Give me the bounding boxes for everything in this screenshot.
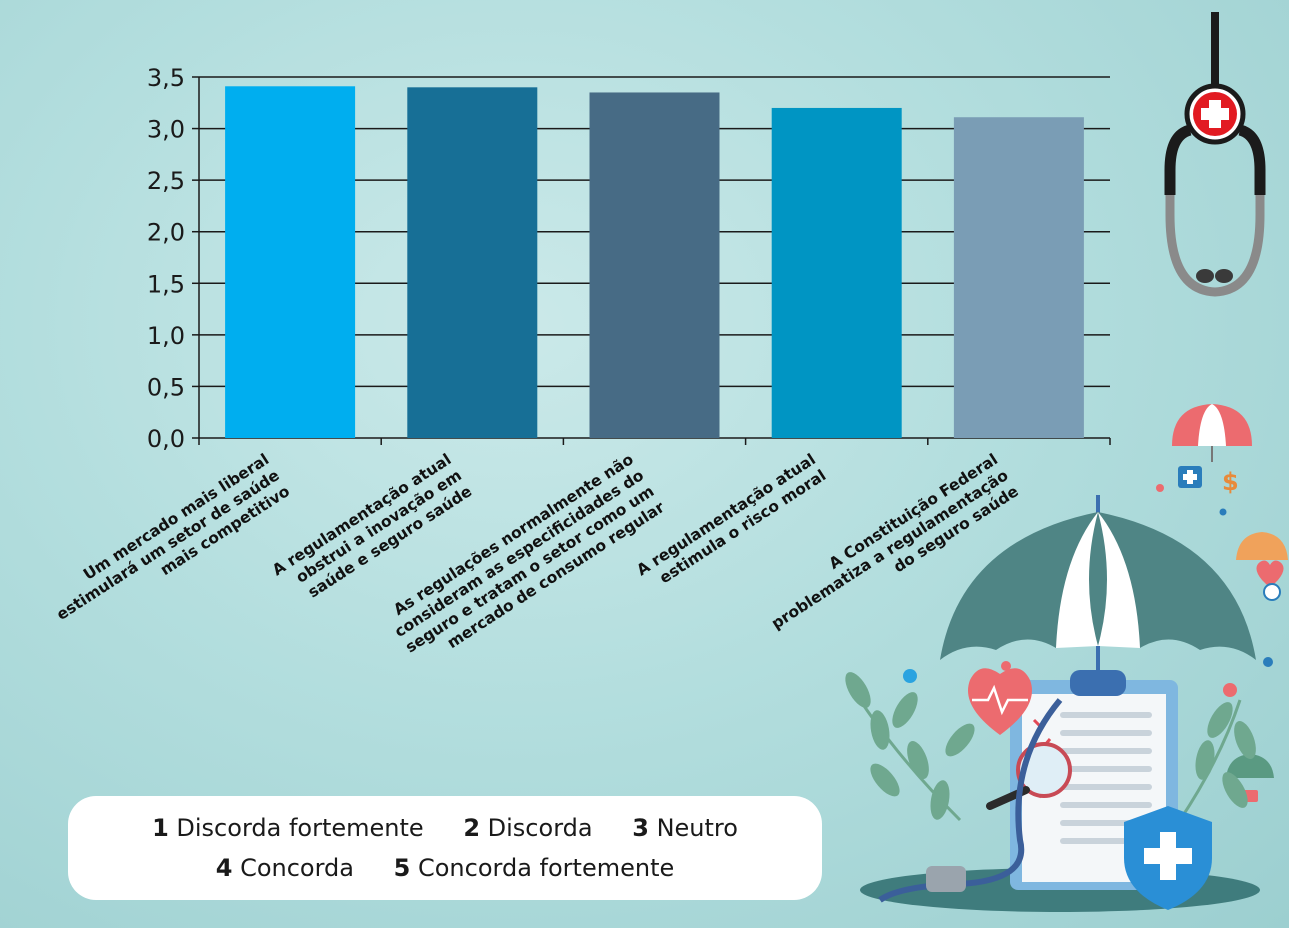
dot xyxy=(1156,484,1164,492)
x-category-line: estimulará um setor de saúde xyxy=(53,466,282,624)
umbrella-icon xyxy=(940,495,1256,700)
y-tick-label: 3,5 xyxy=(147,64,185,92)
y-tick-labels: 0,0 0,5 1,0 1,5 2,0 2,5 3,0 3,5 xyxy=(147,64,185,453)
dot xyxy=(1223,683,1237,697)
dot xyxy=(1263,657,1273,667)
dot xyxy=(1001,661,1011,671)
dot xyxy=(1219,508,1227,516)
x-category-text: Um mercado mais liberalestimulará um set… xyxy=(43,450,293,639)
scale-legend: 1 Discorda fortemente 2 Discorda 3 Neutr… xyxy=(68,796,822,900)
leaf-branch-icon xyxy=(1178,699,1242,821)
y-tick-label: 2,5 xyxy=(147,167,185,195)
y-tick-label: 1,0 xyxy=(147,322,185,350)
legend-item-1: 1 Discorda fortemente xyxy=(152,814,424,842)
stethoscope-icon xyxy=(878,698,1063,903)
umbrella-icon xyxy=(1172,404,1252,462)
dot xyxy=(903,669,917,683)
x-category-label: A regulamentação atualestimula o risco m… xyxy=(633,450,829,595)
shield-cross-icon xyxy=(1124,806,1212,910)
leaf-branch-icon xyxy=(858,699,962,822)
dollar-icon: $ xyxy=(1222,468,1239,496)
y-tick-label: 0,5 xyxy=(147,373,185,401)
bar xyxy=(225,86,356,438)
y-tick-label: 1,5 xyxy=(147,270,185,298)
bar xyxy=(953,117,1084,439)
y-tick-label: 0,0 xyxy=(147,425,185,453)
x-category-line: estimula o risco moral xyxy=(656,466,829,587)
y-tick-label: 3,0 xyxy=(147,116,185,144)
x-category-label: Um mercado mais liberalestimulará um set… xyxy=(43,450,293,639)
y-tick-label: 2,0 xyxy=(147,219,185,247)
clock-icon xyxy=(1263,583,1281,601)
legend-item-2: 2 Discorda xyxy=(463,814,593,842)
x-category-line: obstrui a inovação em xyxy=(293,466,465,587)
bar xyxy=(407,87,538,439)
axes xyxy=(192,76,1111,445)
legend-item-4: 4 Concorda xyxy=(215,854,354,882)
x-category-labels: Um mercado mais liberalestimulará um set… xyxy=(43,450,1021,656)
stethoscope-icon xyxy=(1164,12,1266,297)
bars xyxy=(225,86,1084,439)
x-category-text: A regulamentação atualestimula o risco m… xyxy=(633,450,829,595)
stethoscope-icon xyxy=(926,866,966,892)
heart-icon xyxy=(1256,560,1284,588)
legend-item-3: 3 Neutro xyxy=(632,814,738,842)
heart-icon xyxy=(968,668,1032,735)
legend-item-5: 5 Concorda fortemente xyxy=(393,854,675,882)
umbrella-icon xyxy=(1236,532,1288,560)
bar xyxy=(589,92,720,438)
bar xyxy=(771,107,902,438)
umbrella-icon xyxy=(1226,754,1274,778)
